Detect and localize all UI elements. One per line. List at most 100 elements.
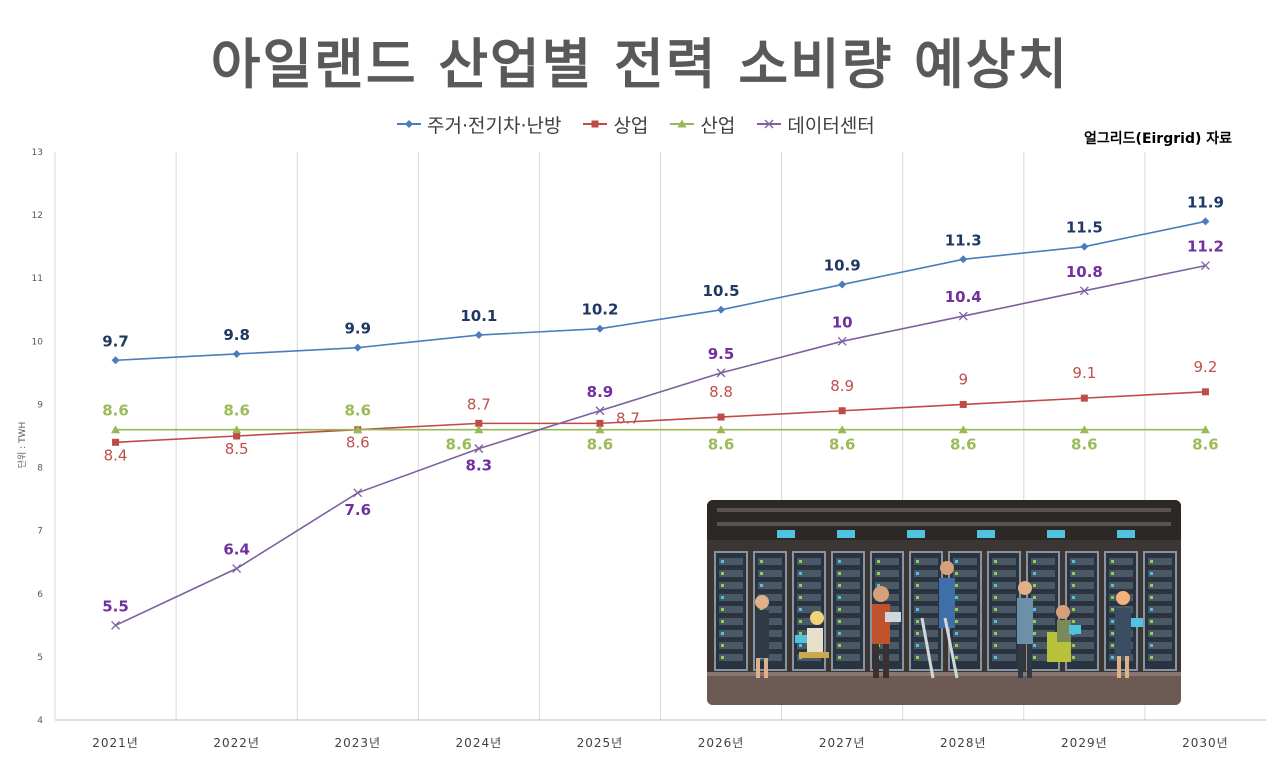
data-label: 8.7 [467, 395, 491, 413]
x-tick-label: 2023년 [334, 736, 381, 750]
legend-label: 데이터센터 [787, 114, 875, 137]
data-point [232, 564, 242, 573]
data-point [717, 305, 726, 314]
data-label: 8.6 [950, 436, 977, 454]
data-point [1200, 261, 1210, 271]
data-point [591, 120, 599, 128]
data-point [1079, 286, 1089, 296]
legend-swatch [670, 119, 695, 128]
data-label: 9 [958, 370, 968, 388]
data-point [958, 311, 968, 321]
chart-title: 아일랜드 산업별 전력 소비량 예상치 [210, 33, 1070, 96]
x-tick-label: 2021년 [92, 736, 139, 750]
data-label: 8.6 [346, 434, 370, 452]
legend-label: 상업 [613, 114, 649, 137]
data-point [716, 425, 726, 434]
data-label: 10.2 [581, 301, 618, 319]
x-tick-label: 2022년 [213, 736, 260, 750]
data-label: 9.2 [1194, 358, 1218, 376]
source-note: 얼그리드(Eirgrid) 자료 [1084, 131, 1232, 147]
data-point [353, 343, 362, 352]
data-point [1080, 242, 1089, 251]
data-point [595, 425, 605, 434]
legend-swatch [583, 120, 608, 128]
legend-item: 주거·전기차·난방 [395, 111, 561, 138]
y-axis-label: 단위 : TWH [17, 422, 28, 468]
data-label: 8.6 [344, 402, 371, 420]
data-label: 8.4 [104, 446, 128, 464]
marker-stroke [353, 488, 363, 498]
data-point [958, 425, 968, 434]
data-label: 8.8 [709, 383, 733, 401]
data-label: 8.6 [1192, 436, 1219, 454]
data-label: 11.9 [1187, 193, 1224, 211]
x-tick-label: 2024년 [456, 736, 503, 750]
data-label: 7.6 [344, 501, 371, 519]
data-point [595, 324, 604, 333]
data-label: 9.5 [708, 345, 735, 363]
legend-item: 산업 [668, 111, 735, 138]
data-label: 8.9 [830, 377, 854, 395]
marker-stroke [232, 564, 242, 573]
data-center-illustration [707, 500, 1181, 705]
y-tick-label: 9 [37, 400, 43, 410]
marker-stroke [1200, 261, 1210, 271]
data-point [959, 400, 967, 408]
data-label: 10 [832, 313, 853, 331]
data-label: 9.8 [223, 326, 250, 344]
data-point [595, 406, 605, 416]
data-point [1201, 388, 1209, 396]
data-point [232, 349, 241, 358]
marker-stroke [595, 406, 605, 416]
server-room-image [707, 500, 1181, 705]
marker-stroke [111, 620, 121, 630]
data-point [717, 413, 725, 421]
legend-label: 산업 [700, 114, 736, 137]
data-label: 11.3 [945, 231, 982, 249]
data-point [596, 419, 604, 427]
data-point [837, 425, 847, 434]
y-tick-label: 7 [37, 527, 43, 537]
data-point [1201, 217, 1210, 226]
data-point [677, 119, 687, 128]
series-3: 8.6 8.6 8.6 8.6 8.6 8.6 8.6 8.6 8.6 8.6 [102, 402, 1218, 454]
marker-stroke [474, 444, 484, 454]
data-label: 8.6 [446, 436, 473, 454]
marker-stroke [1079, 286, 1089, 296]
series-line [115, 264, 1206, 627]
y-tick-label: 13 [32, 148, 43, 158]
x-tick-label: 2027년 [819, 736, 866, 750]
data-label: 10.5 [703, 282, 740, 300]
data-label: 8.6 [829, 436, 856, 454]
data-label: 10.9 [824, 257, 861, 275]
data-point [232, 425, 242, 434]
y-tick-label: 10 [32, 337, 44, 347]
people-figures [755, 561, 1143, 679]
marker-stroke [837, 336, 847, 346]
data-label: 8.3 [466, 457, 493, 475]
x-tick-label: 2025년 [577, 736, 624, 750]
x-tick-label: 2028년 [940, 736, 987, 750]
x-tick-label: 2026년 [698, 736, 745, 750]
data-point [353, 425, 363, 434]
data-label: 8.6 [708, 436, 735, 454]
data-label: 9.7 [102, 332, 129, 350]
x-tick-label: 2029년 [1061, 736, 1108, 750]
data-point [474, 331, 483, 340]
y-tick-label: 11 [32, 274, 43, 284]
legend-label: 주거·전기차·난방 [427, 114, 562, 137]
data-point [111, 425, 121, 434]
legend-item: 데이터센터 [755, 111, 875, 138]
data-label: 8.6 [102, 402, 129, 420]
marker-stroke [764, 119, 774, 129]
data-point [837, 336, 847, 346]
data-label: 8.9 [587, 383, 614, 401]
data-point [838, 280, 847, 289]
data-label: 10.8 [1066, 263, 1103, 281]
series-1: 9.7 9.8 9.9 10.1 10.2 10.5 10.9 11.3 11.5 11.9 [102, 193, 1224, 365]
data-point [233, 432, 241, 440]
data-label: 8.6 [587, 436, 614, 454]
data-label: 9.9 [344, 320, 371, 338]
series-line [115, 220, 1206, 362]
y-tick-label: 4 [37, 716, 43, 726]
